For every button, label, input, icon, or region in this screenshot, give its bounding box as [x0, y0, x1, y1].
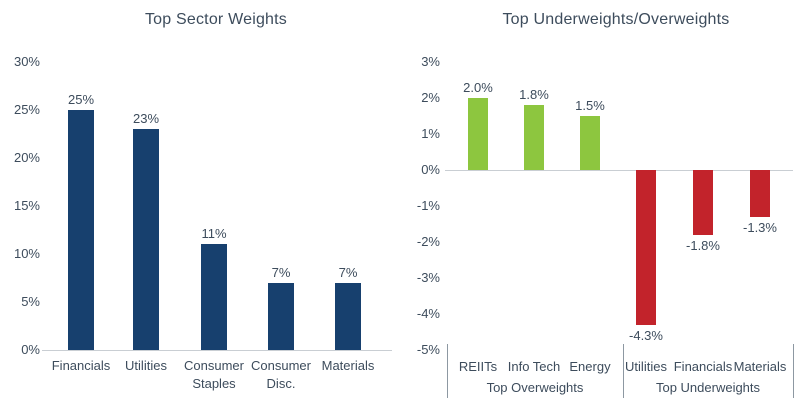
- category-group-divider: [623, 344, 624, 398]
- category-label-info-tech: Info Tech: [507, 359, 561, 374]
- category-label-utilities: Utilities: [625, 359, 667, 374]
- category-label-financials: Financials: [673, 359, 733, 374]
- category-label-consumer-staples: Consumer Staples: [184, 358, 244, 391]
- y-axis-tick-label: -3%: [416, 270, 440, 285]
- bar-value-label: 1.5%: [575, 98, 605, 113]
- category-label-reiits: REIITs: [458, 359, 498, 374]
- bar-value-label: 23%: [132, 111, 160, 127]
- bar-value-label: -1.3%: [743, 219, 777, 235]
- category-group-label: Top Underweights: [655, 380, 761, 395]
- y-axis-tick-label: 0%: [21, 342, 40, 357]
- bar-value-label: 7%: [338, 264, 358, 280]
- y-axis-tick-label: 2%: [421, 90, 440, 105]
- zero-axis-line: [445, 170, 793, 171]
- bar-value-label: 7%: [271, 264, 291, 280]
- y-axis-tick-label: 20%: [13, 150, 40, 165]
- category-label-financials: Financials: [51, 358, 111, 373]
- y-axis-tick-label: -1%: [416, 198, 440, 213]
- y-axis-tick-label: 30%: [13, 54, 40, 69]
- category-label-consumer-disc: Consumer Disc.: [251, 358, 311, 391]
- y-axis-tick-label: 5%: [21, 294, 40, 309]
- bar-financials: [693, 170, 713, 235]
- bar-value-label: 2.0%: [463, 80, 493, 95]
- y-axis-tick-label: 15%: [13, 198, 40, 213]
- bar-utilities: [133, 129, 159, 350]
- category-label-materials: Materials: [321, 358, 375, 373]
- y-axis-tick-label: -5%: [416, 342, 440, 357]
- y-axis-tick-label: 25%: [13, 102, 40, 117]
- y-axis-tick-label: -4%: [416, 306, 440, 321]
- bar-value-label: 11%: [201, 226, 227, 242]
- y-axis-tick-label: 1%: [421, 126, 440, 141]
- category-group-divider: [447, 344, 448, 398]
- category-label-utilities: Utilities: [125, 358, 167, 373]
- chart-title: Top Underweights/Overweights: [502, 11, 730, 28]
- bar-consumer-disc: [268, 282, 294, 350]
- category-label-materials: Materials: [733, 359, 787, 374]
- sector-weights-chart: Top Sector Weights 30% 25% 20% 15% 10% 5% 0% 25…: [13, 11, 392, 391]
- y-axis-tick-label: 3%: [421, 54, 440, 69]
- bar-value-label: -4.3%: [629, 327, 663, 343]
- x-axis-baseline: [42, 350, 392, 351]
- underweights-overweights-chart: Top Underweights/Overweights 3% 2% 1% 0% -1%…: [400, 0, 800, 400]
- category-label-energy: Energy: [569, 359, 611, 374]
- category-group-label: Top Overweights: [486, 380, 584, 395]
- bar-consumer-staples: [201, 244, 227, 350]
- y-axis-tick-label: 0%: [421, 162, 440, 177]
- bar-energy: [580, 116, 600, 170]
- bar-materials: [335, 282, 361, 350]
- category-group-divider: [793, 344, 794, 398]
- bar-utilities: [636, 170, 656, 325]
- bar-value-label: 1.8%: [519, 87, 549, 103]
- bar-financials: [68, 110, 94, 350]
- bar-value-label: 25%: [67, 92, 95, 107]
- bar-reiits: [468, 98, 488, 170]
- bar-materials: [750, 170, 770, 217]
- bar-info-tech: [524, 105, 544, 170]
- bar-value-label: -1.8%: [686, 237, 720, 253]
- y-axis-tick-label: 10%: [13, 246, 40, 261]
- chart-title: Top Sector Weights: [144, 11, 288, 28]
- y-axis-tick-label: -2%: [416, 234, 440, 249]
